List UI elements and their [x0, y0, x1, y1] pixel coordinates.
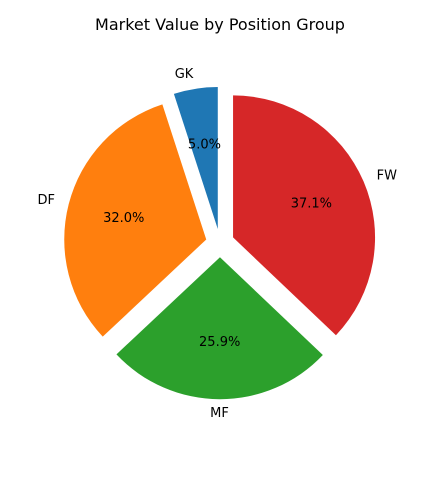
slice-label-fw: FW: [377, 168, 397, 183]
slice-label-gk: GK: [175, 67, 194, 82]
labels-layer: GK 5.0% DF 32.0% MF 25.9% FW 37.1%: [37, 67, 397, 421]
slice-label-mf: MF: [210, 406, 229, 421]
slice-pct-label-df: 32.0%: [103, 211, 144, 226]
chart-title: Market Value by Position Group: [95, 15, 345, 34]
pie-slice-fw: [233, 95, 376, 336]
slice-pct-label-mf: 25.9%: [199, 335, 240, 350]
slice-pct-label-gk: 5.0%: [188, 137, 221, 152]
pie-slice-gk: [173, 86, 218, 229]
pie-slice-df: [64, 104, 207, 337]
pie-slice-mf: [116, 257, 323, 400]
slices-layer: [64, 86, 376, 400]
slice-pct-label-fw: 37.1%: [291, 196, 332, 211]
slice-label-df: DF: [37, 193, 55, 208]
